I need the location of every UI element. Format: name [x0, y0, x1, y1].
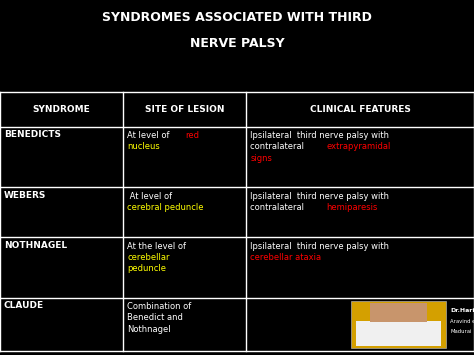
- Text: BENEDICTS: BENEDICTS: [4, 130, 61, 140]
- Text: CLINICAL FEATURES: CLINICAL FEATURES: [310, 105, 410, 114]
- Text: Aravind eye hospital ,: Aravind eye hospital ,: [450, 319, 474, 324]
- Text: SYNDROME: SYNDROME: [33, 105, 91, 114]
- Text: Ipsilateral  third nerve palsy with: Ipsilateral third nerve palsy with: [250, 192, 389, 201]
- Text: red: red: [185, 131, 199, 140]
- Text: NOTHNAGEL: NOTHNAGEL: [4, 241, 67, 250]
- Text: contralateral: contralateral: [250, 203, 310, 212]
- Text: nucleus: nucleus: [127, 142, 160, 151]
- Text: Dr.Harinikrishna: Dr.Harinikrishna: [450, 308, 474, 313]
- Text: WEBERS: WEBERS: [4, 191, 46, 200]
- Text: NERVE PALSY: NERVE PALSY: [190, 37, 284, 50]
- Text: At level of: At level of: [127, 192, 172, 201]
- Bar: [351, 301, 446, 348]
- Text: Combination of: Combination of: [127, 302, 191, 311]
- Text: Nothnagel: Nothnagel: [127, 325, 171, 334]
- Text: cerebral peduncle: cerebral peduncle: [127, 203, 203, 212]
- Text: hemiparesis: hemiparesis: [327, 203, 378, 212]
- Bar: [370, 303, 427, 322]
- Text: contralateral: contralateral: [250, 142, 310, 151]
- Text: Benedict and: Benedict and: [127, 313, 183, 322]
- Text: cerebellar ataxia: cerebellar ataxia: [250, 253, 321, 262]
- Text: SITE OF LESION: SITE OF LESION: [145, 105, 225, 114]
- Text: peduncle: peduncle: [127, 264, 166, 273]
- Text: Ipsilateral  third nerve palsy with: Ipsilateral third nerve palsy with: [250, 242, 389, 251]
- Text: cerebellar: cerebellar: [127, 253, 170, 262]
- Text: At the level of: At the level of: [127, 242, 186, 251]
- Text: Ipsilateral  third nerve palsy with: Ipsilateral third nerve palsy with: [250, 131, 389, 140]
- Text: SYNDROMES ASSOCIATED WITH THIRD: SYNDROMES ASSOCIATED WITH THIRD: [102, 11, 372, 24]
- Text: extrapyramidal: extrapyramidal: [327, 142, 391, 151]
- Text: CLAUDE: CLAUDE: [4, 301, 44, 310]
- Text: signs: signs: [250, 154, 272, 163]
- Text: At level of: At level of: [127, 131, 172, 140]
- Bar: [356, 321, 441, 346]
- Text: Madurai: Madurai: [450, 329, 472, 334]
